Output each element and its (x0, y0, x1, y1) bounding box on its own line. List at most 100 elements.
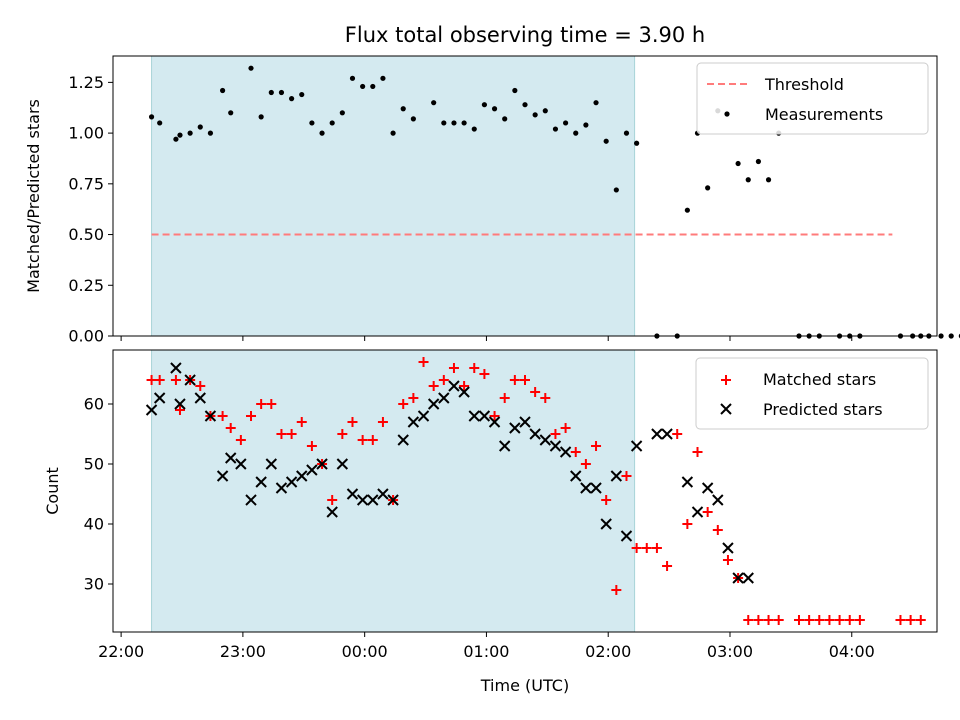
measurement-point (248, 65, 254, 71)
measurement-point (207, 130, 214, 136)
matched-star-marker (804, 615, 815, 625)
matched-star-marker (489, 411, 500, 421)
matched-star-marker (509, 375, 520, 385)
matched-star-marker (408, 393, 419, 403)
measurement-point (745, 177, 751, 183)
predicted-star-marker (235, 458, 247, 470)
measurement-point (471, 126, 477, 132)
matched-star-marker (296, 417, 307, 427)
measurement-point (268, 89, 274, 96)
matched-star-marker (174, 405, 185, 415)
predicted-star-marker (245, 494, 257, 506)
matched-star-marker (651, 543, 662, 553)
predicted-star-marker (174, 398, 186, 410)
measurement-point (765, 177, 772, 183)
legend-measurement-swatch (724, 111, 730, 117)
top-ytick-label: 1.25 (68, 73, 104, 92)
matched-star-marker (743, 615, 754, 625)
legend-frame (695, 357, 929, 430)
predicted-star-marker (478, 410, 491, 422)
bottom-ytick-label: 50 (84, 455, 104, 474)
predicted-star-marker (448, 380, 460, 392)
top-shaded-span (151, 55, 636, 337)
predicted-star-marker (549, 440, 562, 452)
measurement-point (319, 130, 325, 136)
matched-star-marker (154, 375, 165, 385)
predicted-star-marker (620, 530, 633, 542)
bottom-xtick-label: 03:00 (707, 642, 753, 661)
bottom-panel: 30 40 50 60 Count 22:00 23:00 00:00 01:00 02:00… (43, 349, 938, 695)
matched-star-marker (570, 447, 581, 457)
legend-predicted-label: Predicted stars (763, 400, 883, 419)
measurement-point (278, 89, 285, 96)
measurement-point (258, 114, 264, 120)
predicted-star-marker (367, 494, 379, 506)
predicted-star-marker (681, 476, 694, 488)
predicted-star-marker (194, 392, 206, 404)
measurement-point (339, 110, 345, 116)
matched-star-marker (217, 411, 228, 421)
matched-star-marker (530, 387, 541, 397)
measurement-point (441, 120, 447, 126)
matched-star-marker (641, 543, 652, 553)
matched-star-marker (540, 393, 551, 403)
predicted-star-marker (509, 422, 521, 434)
matched-star-marker (459, 381, 470, 391)
matched-star-marker (246, 411, 257, 421)
measurement-point (289, 96, 295, 102)
predicted-star-marker (458, 386, 470, 398)
legend-measurement-label: Measurements (765, 105, 883, 124)
predicted-star-marker (225, 452, 237, 464)
predicted-star-marker (488, 416, 501, 428)
predicted-star-marker (265, 458, 278, 470)
predicted-star-marker (306, 464, 318, 476)
predicted-star-marker (468, 410, 480, 422)
measurement-point (542, 108, 548, 114)
predicted-star-marker (417, 410, 430, 422)
predicted-star-marker (145, 404, 158, 416)
measurement-point (583, 122, 589, 128)
measurement-point (380, 75, 386, 81)
matched-star-marker (814, 615, 825, 625)
bottom-xtick-label: 23:00 (220, 642, 266, 661)
predicted-star-marker (153, 392, 166, 404)
top-ytick-label: 0.75 (68, 174, 104, 193)
bottom-xtick-label: 01:00 (463, 642, 509, 661)
top-frame (112, 55, 938, 337)
bottom-legend: Matched stars Predicted stars (695, 357, 929, 430)
matched-star-marker (337, 429, 348, 439)
measurement-point (410, 116, 416, 122)
measurement-point (481, 102, 488, 108)
measurement-point (461, 120, 467, 126)
matched-star-marker (915, 615, 926, 625)
matched-star-marker (682, 519, 693, 529)
measurement-point (593, 100, 599, 106)
matched-star-marker (702, 507, 713, 517)
predicted-star-marker (275, 482, 288, 494)
matched-star-marker (256, 399, 267, 409)
measurement-point (228, 110, 234, 116)
bottom-ylabel: Count (43, 467, 62, 515)
matched-star-marker (905, 615, 916, 625)
predicted-star-marker (630, 440, 643, 452)
matched-star-marker (834, 615, 845, 625)
predicted-star-marker (184, 374, 196, 386)
top-ylabel: Matched/Predicted stars (24, 99, 43, 293)
matched-star-marker (266, 399, 277, 409)
predicted-star-marker (559, 446, 572, 458)
measurement-point (451, 120, 457, 126)
predicted-star-marker (539, 434, 552, 446)
matched-star-marker (763, 615, 774, 625)
matched-star-marker (479, 369, 490, 379)
predicted-star-marker (498, 440, 511, 452)
measurement-point (349, 75, 356, 81)
legend-matched-swatch (721, 375, 731, 385)
predicted-star-marker (336, 458, 349, 470)
bottom-xlabel: Time (UTC) (480, 676, 569, 695)
measurement-point (370, 83, 376, 90)
measurement-point (522, 102, 528, 108)
top-ytick-label: 0.50 (68, 225, 104, 244)
matched-star-marker (692, 447, 703, 457)
measurement-point (562, 120, 569, 126)
